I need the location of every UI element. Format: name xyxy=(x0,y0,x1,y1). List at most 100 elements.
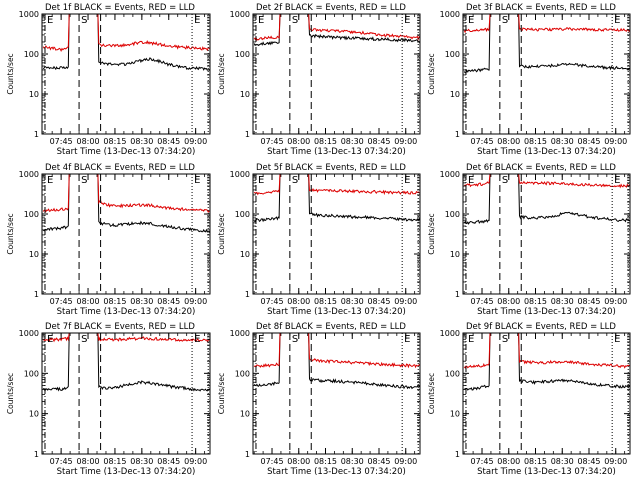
plot-frame xyxy=(462,332,631,455)
chart-title: Det 3f BLACK = Events, RED = LLD xyxy=(466,3,616,13)
x-tick-label: 08:00 xyxy=(77,137,100,146)
x-tick-label: 08:15 xyxy=(103,457,126,466)
chart-panel: Det 4f BLACK = Events, RED = LLD E S E 1 10 10… xyxy=(6,163,211,317)
y-tick-label: 10 xyxy=(240,250,250,259)
x-tick-label: 07:45 xyxy=(260,297,283,306)
x-tick-label: 07:45 xyxy=(470,457,493,466)
x-tick-label: 08:45 xyxy=(367,297,390,306)
x-tick-label: 08:15 xyxy=(524,457,547,466)
x-tick-label: 09:00 xyxy=(394,297,417,306)
y-tick-label: 1000 xyxy=(230,170,250,179)
x-tick-label: 08:30 xyxy=(130,297,153,306)
x-tick-label: 08:30 xyxy=(341,137,364,146)
series-line xyxy=(253,14,420,41)
chart-panel: Det 8f BLACK = Events, RED = LLD E S E 1 10 10… xyxy=(217,322,421,477)
y-tick-label: 100 xyxy=(24,210,39,219)
x-tick-label: 08:15 xyxy=(103,297,126,306)
marker-label: S xyxy=(81,334,87,345)
x-tick-label: 09:00 xyxy=(184,457,207,466)
series-line xyxy=(253,174,420,196)
y-tick-label: 1 xyxy=(34,290,39,299)
x-tick-label: 07:45 xyxy=(260,137,283,146)
marker-label: E xyxy=(258,15,264,26)
chart-title: Det 9f BLACK = Events, RED = LLD xyxy=(466,322,616,332)
x-tick-label: 08:30 xyxy=(130,457,153,466)
x-tick-label: 08:00 xyxy=(77,457,100,466)
marker-label: S xyxy=(502,334,508,345)
chart-title: Det 2f BLACK = Events, RED = LLD xyxy=(256,3,406,13)
marker-label: E xyxy=(404,15,410,26)
y-tick-label: 100 xyxy=(235,210,250,219)
marker-label: S xyxy=(292,334,298,345)
y-tick-label: 1 xyxy=(455,130,460,139)
series-line xyxy=(463,174,630,189)
x-tick-label: 08:30 xyxy=(551,457,574,466)
chart-title: Det 8f BLACK = Events, RED = LLD xyxy=(256,322,406,332)
series-line xyxy=(463,333,630,369)
plot-frame xyxy=(462,173,631,295)
series-line xyxy=(463,174,630,225)
plot-frame xyxy=(462,13,631,135)
x-tick-label: 09:00 xyxy=(604,137,627,146)
marker-label: E xyxy=(47,175,53,186)
x-tick-label: 08:15 xyxy=(524,137,547,146)
y-tick-label: 100 xyxy=(24,369,39,378)
x-tick-label: 08:45 xyxy=(577,297,600,306)
series-line xyxy=(463,333,630,391)
series-line xyxy=(253,14,420,47)
marker-label: S xyxy=(502,175,508,186)
chart-title: Det 5f BLACK = Events, RED = LLD xyxy=(256,163,406,173)
marker-label: S xyxy=(502,15,508,26)
y-tick-label: 10 xyxy=(29,410,39,419)
y-tick-label: 1000 xyxy=(19,170,39,179)
x-axis-label: Start Time (13-Dec-13 07:34:20) xyxy=(57,147,196,157)
y-tick-label: 10 xyxy=(29,90,39,99)
marker-label: E xyxy=(468,175,474,186)
y-axis-label: Counts/sec xyxy=(6,373,15,414)
x-tick-label: 08:00 xyxy=(287,457,310,466)
x-tick-label: 08:00 xyxy=(287,137,310,146)
marker-label: E xyxy=(47,334,53,345)
plot-frame xyxy=(41,332,211,455)
y-tick-label: 10 xyxy=(240,90,250,99)
chart-title: Det 4f BLACK = Events, RED = LLD xyxy=(45,163,195,173)
y-tick-label: 100 xyxy=(445,369,460,378)
plot-frame xyxy=(252,173,421,295)
y-axis-label: Counts/sec xyxy=(217,213,226,254)
x-tick-label: 09:00 xyxy=(394,137,417,146)
marker-label: E xyxy=(468,334,474,345)
y-tick-label: 1000 xyxy=(230,329,250,338)
x-tick-label: 08:45 xyxy=(367,457,390,466)
x-tick-label: 08:00 xyxy=(77,297,100,306)
x-tick-label: 07:45 xyxy=(470,137,493,146)
series-group xyxy=(253,333,420,390)
x-tick-label: 08:00 xyxy=(497,457,520,466)
plot-frame xyxy=(41,173,211,295)
x-tick-label: 08:45 xyxy=(157,297,180,306)
x-axis-label: Start Time (13-Dec-13 07:34:20) xyxy=(267,467,406,477)
series-group xyxy=(463,333,630,391)
plot-frame xyxy=(41,13,211,135)
y-tick-label: 10 xyxy=(450,90,460,99)
x-tick-label: 07:45 xyxy=(470,297,493,306)
y-tick-label: 1 xyxy=(34,130,39,139)
x-tick-label: 08:00 xyxy=(497,137,520,146)
series-line xyxy=(463,14,630,74)
y-tick-label: 10 xyxy=(29,250,39,259)
series-line xyxy=(254,174,420,223)
x-axis-label: Start Time (13-Dec-13 07:34:20) xyxy=(57,307,196,317)
chart-panel: Det 7f BLACK = Events, RED = LLD E S E 1 10 10… xyxy=(6,322,211,477)
marker-label: E xyxy=(194,334,200,345)
x-tick-label: 08:30 xyxy=(341,297,364,306)
x-tick-label: 08:45 xyxy=(157,137,180,146)
chart-panel: Det 5f BLACK = Events, RED = LLD E S E 1 10 10… xyxy=(217,163,421,317)
y-tick-label: 1 xyxy=(455,290,460,299)
y-tick-label: 100 xyxy=(235,50,250,59)
y-tick-label: 1 xyxy=(245,290,250,299)
chart-panel: Det 1f BLACK = Events, RED = LLD E S E 1 10 10… xyxy=(6,3,211,157)
y-tick-label: 100 xyxy=(445,210,460,219)
plot-frame xyxy=(252,332,421,455)
series-line xyxy=(463,14,630,34)
chart-panel: Det 9f BLACK = Events, RED = LLD E S E 1 10 10… xyxy=(427,322,631,477)
